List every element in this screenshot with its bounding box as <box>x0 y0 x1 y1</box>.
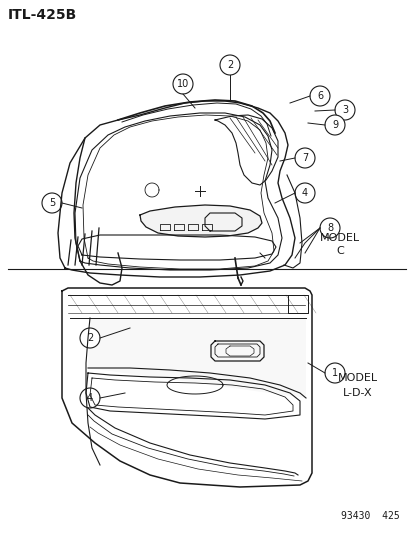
Circle shape <box>80 388 100 408</box>
Circle shape <box>334 100 354 120</box>
Circle shape <box>324 115 344 135</box>
Circle shape <box>294 183 314 203</box>
Circle shape <box>80 328 100 348</box>
Circle shape <box>42 193 62 213</box>
Text: 4: 4 <box>301 188 307 198</box>
Text: 6: 6 <box>316 91 322 101</box>
Circle shape <box>294 148 314 168</box>
Text: MODEL: MODEL <box>319 233 359 243</box>
Text: 2: 2 <box>87 333 93 343</box>
Text: 4: 4 <box>87 393 93 403</box>
Circle shape <box>309 86 329 106</box>
Text: L-D-X: L-D-X <box>342 388 372 398</box>
Text: 2: 2 <box>226 60 233 70</box>
Text: C: C <box>335 246 343 256</box>
Text: 10: 10 <box>176 79 189 89</box>
Circle shape <box>324 363 344 383</box>
Circle shape <box>173 74 192 94</box>
Text: 93430  425: 93430 425 <box>340 511 399 521</box>
Polygon shape <box>140 205 261 237</box>
Text: ITL-425B: ITL-425B <box>8 8 77 22</box>
Text: 7: 7 <box>301 153 307 163</box>
Text: 9: 9 <box>331 120 337 130</box>
Text: 8: 8 <box>326 223 332 233</box>
Text: 3: 3 <box>341 105 347 115</box>
Text: 1: 1 <box>331 368 337 378</box>
Circle shape <box>219 55 240 75</box>
Circle shape <box>319 218 339 238</box>
Polygon shape <box>88 318 305 398</box>
Text: 5: 5 <box>49 198 55 208</box>
Text: MODEL: MODEL <box>337 373 377 383</box>
